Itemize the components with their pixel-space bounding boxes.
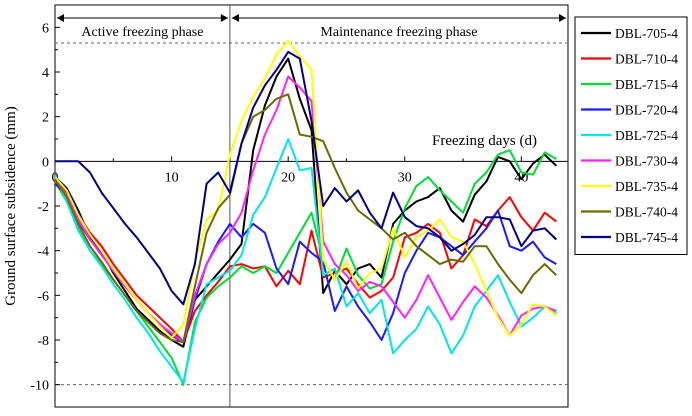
y-tick-label: -8 [37,334,49,349]
arrowhead-left-active [57,14,64,22]
active-phase-label: Active freezing phase [81,25,203,40]
y-tick-label: -4 [37,245,49,260]
series-line-dbl-740-4 [55,93,557,344]
y-tick-label: -10 [30,379,49,394]
arrowhead-right-active [220,14,228,22]
y-tick-label: 0 [42,155,49,170]
series-line-dbl-720-4 [55,182,557,344]
x-axis-title: Freezing days (d) [432,133,537,149]
x-axis-ticks: 0 10 20 30 40 [52,156,528,185]
y-tick-label: 4 [42,66,49,81]
series-line-dbl-705-4 [55,57,557,348]
y-tick-label: 2 [42,111,49,126]
phase-annotations: Active freezing phase Maintenance freezi… [57,5,566,407]
plot-frame [54,4,569,408]
series-line-dbl-735-4 [55,39,557,339]
series-line-dbl-725-4 [55,138,557,384]
legend-label: DBL-740-4 [615,205,678,220]
arrowhead-left-maintenance [231,14,239,22]
x-tick-label: 10 [165,170,179,185]
x-tick-label: 30 [398,170,412,185]
legend-label: DBL-720-4 [615,103,678,118]
reference-lines [55,42,568,386]
y-tick-label: -2 [37,200,49,215]
series-line-dbl-745-4 [55,50,557,306]
y-axis-ticks: 6 4 2 0 -2 -4 -6 -8 -10 [30,21,60,394]
series-lines [55,39,557,386]
legend-label: DBL-725-4 [615,128,678,143]
legend-label: DBL-710-4 [615,52,678,67]
legend-label: DBL-705-4 [615,26,678,41]
series-line-dbl-715-4 [55,149,557,386]
y-axis-title: Ground surface subsidence (mm) [3,106,19,306]
y-tick-label: 6 [42,21,49,36]
legend-label: DBL-715-4 [615,77,678,92]
legend: DBL-705-4 DBL-710-4 DBL-715-4 DBL-720-4 DBL-… [574,16,688,255]
legend-label: DBL-745-4 [615,230,678,245]
x-tick-label: 20 [281,170,295,185]
y-tick-label: -6 [37,289,49,304]
arrowhead-right-maintenance [559,14,566,22]
series-line-dbl-710-4 [55,178,557,344]
maintenance-phase-label: Maintenance freezing phase [320,25,477,40]
legend-label: DBL-730-4 [615,154,678,169]
legend-label: DBL-735-4 [615,179,678,194]
